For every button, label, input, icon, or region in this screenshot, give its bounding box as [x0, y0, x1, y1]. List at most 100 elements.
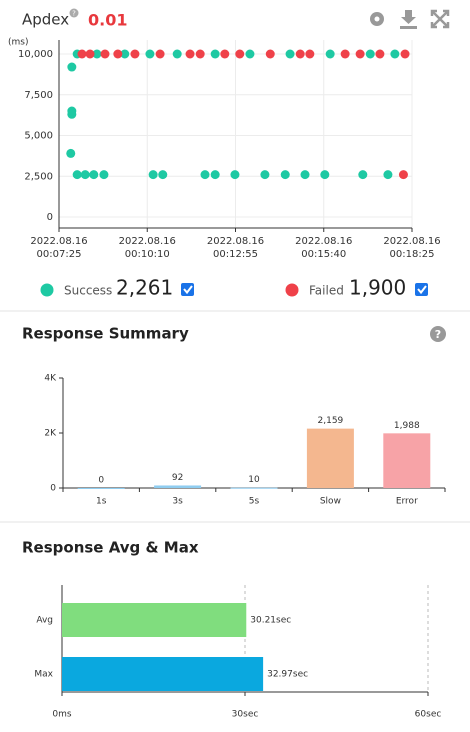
- value-label: 32.97sec: [267, 670, 308, 680]
- download-icon[interactable]: [400, 10, 417, 29]
- bar: [154, 485, 202, 488]
- help-icon[interactable]: [430, 326, 446, 342]
- point: [280, 170, 290, 180]
- value-label: 10: [248, 475, 260, 485]
- point: [325, 49, 335, 59]
- failed-checkbox[interactable]: [415, 283, 428, 296]
- bar: [306, 428, 354, 488]
- x-tick-label: 30sec: [232, 710, 259, 720]
- point: [185, 49, 195, 59]
- point: [77, 49, 87, 59]
- y-tick-label: Max: [34, 670, 53, 680]
- legend-total: 2,261: [116, 276, 173, 300]
- point: [195, 49, 205, 59]
- bar: [230, 487, 278, 489]
- help-icon[interactable]: [69, 8, 79, 18]
- y-tick-label: 2,500: [24, 171, 53, 182]
- point: [158, 170, 168, 180]
- value-label: 1,988: [394, 421, 420, 431]
- apdex-score: 0.01: [88, 11, 127, 30]
- point: [340, 49, 350, 59]
- point: [220, 49, 230, 59]
- x-tick-label: Slow: [320, 497, 341, 507]
- point: [80, 170, 90, 180]
- legend-swatch: [285, 283, 299, 297]
- x-tick-label: 1s: [96, 497, 107, 507]
- point: [300, 170, 310, 180]
- y-tick-label: 7,500: [24, 90, 53, 101]
- x-tick-label: 2022.08.16 00:18:25: [383, 236, 441, 260]
- expand-icon[interactable]: [430, 9, 450, 29]
- section-title: Response Summary: [22, 325, 189, 343]
- value-label: 30.21sec: [250, 616, 291, 626]
- y-tick-label: 2K: [44, 429, 57, 439]
- success-checkbox[interactable]: [181, 283, 194, 296]
- bar: [77, 488, 125, 489]
- bar: [62, 657, 264, 691]
- apdex-label: Apdex: [22, 11, 69, 29]
- point: [295, 49, 305, 59]
- point: [113, 49, 123, 59]
- y-tick-label: 0: [47, 212, 53, 223]
- point: [235, 49, 245, 59]
- point: [85, 49, 95, 59]
- x-tick-label: 2022.08.16 00:07:25: [30, 236, 88, 260]
- point: [305, 49, 315, 59]
- point: [365, 49, 375, 59]
- point: [320, 170, 330, 180]
- y-tick-label: 0: [50, 484, 56, 494]
- point: [265, 49, 275, 59]
- legend-label: Success: [64, 284, 112, 298]
- point: [92, 49, 102, 59]
- x-tick-label: 0ms: [52, 710, 71, 720]
- y-tick-label: 10,000: [18, 49, 53, 60]
- point: [390, 49, 400, 59]
- x-tick-label: 2022.08.16 00:12:55: [206, 236, 265, 260]
- legend-swatch: [40, 283, 54, 297]
- point: [155, 49, 165, 59]
- settings-icon[interactable]: [370, 12, 384, 26]
- point: [230, 170, 240, 180]
- point: [285, 49, 295, 59]
- bar: [62, 603, 247, 637]
- point: [400, 49, 410, 59]
- point: [130, 49, 140, 59]
- point: [67, 109, 77, 119]
- point: [260, 170, 270, 180]
- point: [99, 170, 109, 180]
- point: [100, 49, 110, 59]
- point: [358, 170, 368, 180]
- value-label: 2,159: [318, 416, 344, 426]
- legend-total: 1,900: [349, 276, 406, 300]
- x-tick-label: 3s: [172, 497, 183, 507]
- point: [200, 170, 210, 180]
- y-tick-label: 5,000: [24, 131, 53, 142]
- point: [355, 49, 365, 59]
- value-label: 92: [172, 473, 183, 483]
- y-tick-label: Avg: [36, 616, 53, 626]
- help-mark: ?: [72, 10, 76, 18]
- point: [145, 49, 155, 59]
- point: [383, 170, 393, 180]
- x-tick-label: Error: [396, 497, 418, 507]
- point: [72, 170, 82, 180]
- help-mark: ?: [435, 328, 441, 341]
- y-axis-label: (ms): [8, 38, 28, 48]
- x-tick-label: 60sec: [415, 710, 442, 720]
- x-tick-label: 5s: [249, 497, 260, 507]
- y-tick-label: 4K: [44, 374, 57, 384]
- section-title: Response Avg & Max: [22, 539, 199, 557]
- point: [120, 49, 130, 59]
- point: [172, 49, 182, 59]
- point: [66, 148, 76, 158]
- point: [210, 170, 220, 180]
- legend-label: Failed: [309, 284, 344, 298]
- x-tick-label: 2022.08.16 00:15:40: [295, 236, 353, 260]
- point: [210, 49, 220, 59]
- point: [89, 170, 99, 180]
- point: [245, 49, 255, 59]
- point: [375, 49, 385, 59]
- point: [67, 62, 77, 72]
